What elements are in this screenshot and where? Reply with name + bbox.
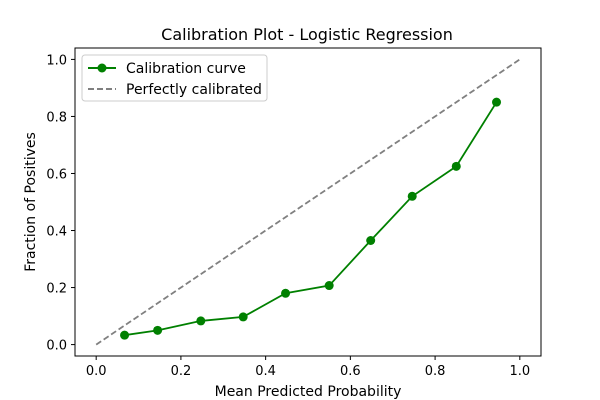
legend-calibration-marker [97,63,107,73]
calibration-point [196,316,206,326]
calibration-point [153,325,163,335]
x-tick-label: 0.6 [340,364,361,379]
y-tick-label: 1.0 [46,53,67,68]
legend: Calibration curve Perfectly calibrated [81,54,268,102]
y-axis-ticks: 0.0 0.2 0.4 0.6 0.8 1.0 [46,53,75,354]
calibration-point [492,97,502,107]
y-axis-label: Fraction of Positives [23,132,39,272]
calibration-point [281,288,291,298]
x-axis-label: Mean Predicted Probability [215,384,402,400]
chart-title: Calibration Plot - Logistic Regression [161,25,453,44]
calibration-point [324,281,334,291]
perfectly-calibrated-line [95,58,521,346]
x-tick-label: 0.2 [171,364,192,379]
legend-calibration-label: Calibration curve [126,61,246,77]
calibration-point [451,161,461,171]
x-tick-label: 0.8 [425,364,446,379]
legend-box [81,54,268,102]
calibration-curve-line [124,101,498,337]
series-layer [95,58,521,346]
x-axis-ticks: 0.0 0.2 0.4 0.6 0.8 1.0 [86,356,530,379]
x-tick-label: 0.4 [255,364,276,379]
x-tick-label: 0.0 [86,364,107,379]
calibration-point [238,312,248,322]
calibration-point [366,236,376,245]
calibration-point [407,191,417,201]
y-tick-label: 0.6 [46,167,67,182]
y-tick-label: 0.8 [46,110,67,125]
calibration-point [120,330,130,340]
y-tick-label: 0.2 [46,282,67,297]
x-tick-label: 1.0 [509,364,530,379]
y-tick-label: 0.4 [46,225,67,240]
plot-frame [74,47,542,357]
y-tick-label: 0.0 [46,339,67,354]
legend-perfect-label: Perfectly calibrated [126,82,262,98]
